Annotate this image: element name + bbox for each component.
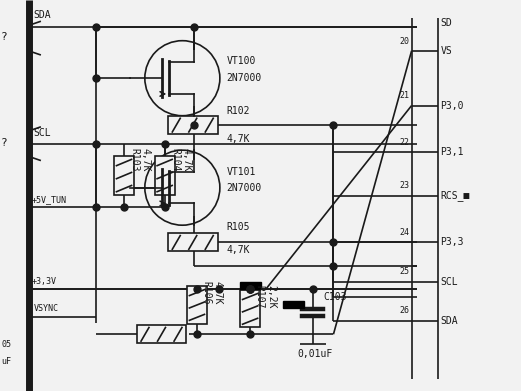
Text: 4,7K: 4,7K: [141, 148, 151, 172]
Text: R106: R106: [201, 282, 212, 305]
Text: P3,0: P3,0: [440, 100, 464, 111]
Text: C103: C103: [323, 292, 346, 302]
Text: SD: SD: [440, 18, 452, 28]
Text: 4,7K: 4,7K: [181, 148, 192, 172]
Text: RCS_■: RCS_■: [440, 190, 469, 201]
Text: 20: 20: [399, 36, 409, 46]
Text: ?: ?: [1, 138, 8, 148]
Text: 4,7K: 4,7K: [227, 134, 250, 144]
Bar: [114, 156, 134, 195]
Bar: [168, 233, 218, 251]
Text: 21: 21: [399, 91, 409, 100]
Text: +5V_TUN: +5V_TUN: [31, 195, 66, 204]
Text: VS: VS: [440, 46, 452, 56]
Text: 26: 26: [399, 306, 409, 316]
Text: 24: 24: [399, 228, 409, 237]
Bar: [187, 286, 207, 324]
Text: 25: 25: [399, 267, 409, 276]
Text: R107: R107: [254, 285, 265, 309]
Text: 4,7K: 4,7K: [213, 282, 223, 305]
Text: SDA: SDA: [440, 316, 458, 326]
Text: R104: R104: [170, 148, 180, 172]
Text: P3,3: P3,3: [440, 237, 464, 248]
Text: VT101: VT101: [227, 167, 256, 177]
Polygon shape: [240, 282, 260, 289]
Text: R103: R103: [129, 148, 140, 172]
Text: VSYNC: VSYNC: [34, 304, 59, 314]
Polygon shape: [283, 301, 304, 308]
Text: SCL: SCL: [440, 276, 458, 287]
Text: 4,7K: 4,7K: [227, 245, 250, 255]
Bar: [168, 116, 218, 134]
Text: uF: uF: [1, 357, 11, 366]
Text: 2N7000: 2N7000: [227, 73, 262, 83]
Bar: [155, 156, 175, 195]
Text: SDA: SDA: [34, 10, 52, 20]
Text: 2,2K: 2,2K: [266, 285, 276, 309]
Text: R102: R102: [227, 106, 250, 117]
Bar: [240, 290, 260, 327]
Text: R105: R105: [227, 222, 250, 232]
Text: 2N7000: 2N7000: [227, 183, 262, 193]
Text: ?: ?: [1, 32, 8, 42]
Text: SCL: SCL: [34, 128, 52, 138]
Text: 05: 05: [1, 339, 11, 349]
Text: +3,3V: +3,3V: [31, 277, 56, 286]
Text: 22: 22: [399, 138, 409, 147]
Text: VT100: VT100: [227, 56, 256, 66]
Bar: [137, 325, 187, 343]
Text: P3,1: P3,1: [440, 147, 464, 158]
Text: 0,01uF: 0,01uF: [297, 349, 332, 359]
Text: 23: 23: [399, 181, 409, 190]
